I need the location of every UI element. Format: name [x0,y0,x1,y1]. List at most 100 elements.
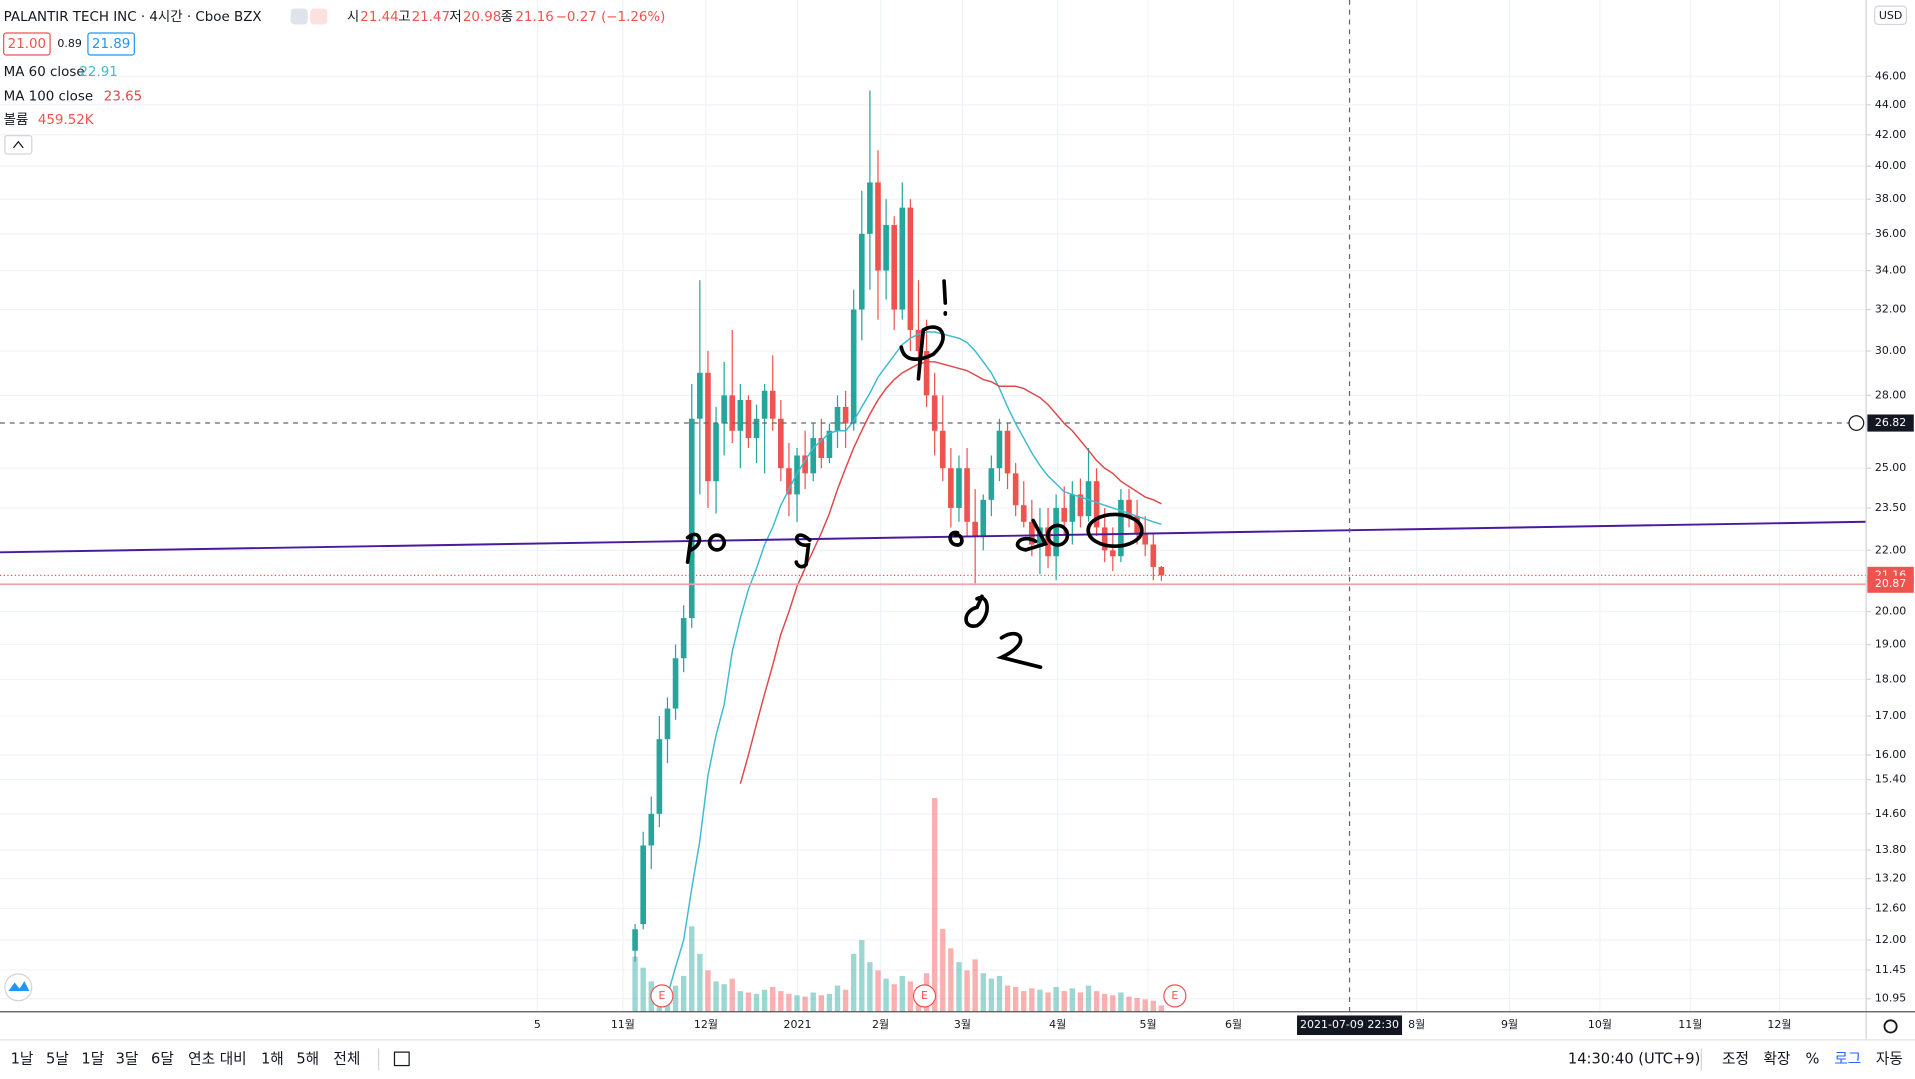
volume-bar [753,993,760,1012]
range-button[interactable]: 전체 [333,1050,360,1067]
volume-bar [1053,986,1059,1012]
volume-bar [826,993,833,1012]
candle-body [656,739,663,814]
ask-box[interactable] [87,32,135,56]
y-tick-label: 44.00 [1875,98,1906,111]
volume-bar [632,956,638,1012]
candle-body [867,182,873,234]
icon[interactable] [290,8,308,25]
option-button[interactable]: 확장 [1764,1050,1791,1067]
range-button[interactable]: 3달 [116,1050,139,1067]
ohlc-value: 21.47 [412,10,450,25]
earnings-marker[interactable] [1163,984,1187,1008]
candle-body [721,395,727,424]
ohlc-label: 저 [449,9,461,25]
x-tick-label: 9월 [1501,1018,1518,1031]
candle-body [769,390,776,419]
option-button[interactable]: % [1805,1050,1819,1067]
scribble [995,631,1043,670]
goto-icon[interactable] [393,1051,410,1067]
range-button[interactable]: 5날 [46,1050,69,1067]
collapse-button[interactable] [4,135,33,155]
x-tick-label: 12월 [1767,1018,1791,1031]
y-tick-label: 25.00 [1875,461,1906,474]
earnings-marker[interactable] [912,984,937,1008]
candle-body [697,372,703,419]
volume-bar [867,962,873,1012]
ohlc-value: 20.98 [463,10,501,25]
bid-box[interactable] [3,32,51,56]
ma-line [666,331,1162,996]
earnings-label: E [921,989,928,1002]
range-button[interactable]: 연초 대비 [188,1050,247,1067]
range-button[interactable]: 6달 [151,1050,174,1067]
crosshair-price-label: 26.82 [1875,416,1906,429]
volume-bar [891,984,897,1012]
crosshair-time: 2021-07-09 22:30 [1300,1018,1399,1031]
toolbar: 1날 5날 1달 3달 6달 연초 대비 1해 5해 전체 14:30:40 (UTC+9) 조정 확… [11,1050,1903,1067]
add-alert[interactable] [1848,415,1865,431]
candle-body [915,329,922,352]
candle-body [745,399,752,439]
y-tick-label: 14.60 [1875,807,1906,820]
y-tick-label: 40.00 [1875,159,1906,172]
settings-icon[interactable] [1883,1019,1898,1034]
volume-bar [786,993,792,1012]
volume-bar [1061,991,1067,1012]
candle-body [834,406,841,431]
volume-bar [931,797,938,1012]
ohlc-value: 21.44 [360,10,398,25]
candle-body [1069,494,1076,522]
volume-bar [851,953,857,1012]
y-tick-label: 30.00 [1875,344,1906,357]
volume-bar [883,978,889,1012]
candle-body [980,499,987,536]
legend-entry: MA 100 close [4,90,93,105]
volume-bar [988,978,995,1012]
range-button[interactable]: 1해 [261,1050,284,1067]
crosshair-price-label-box [1867,414,1914,432]
icon[interactable] [310,8,328,25]
volume-bar [1012,986,1019,1012]
option-button[interactable]: 로그 [1834,1050,1861,1067]
candle-body [1118,499,1124,557]
candle-body [1134,516,1140,534]
range-button[interactable]: 1달 [81,1050,104,1067]
handwriting [685,279,1144,670]
candle-body [939,430,946,469]
range-button[interactable]: 1날 [11,1050,34,1067]
y-tick-label: 36.00 [1875,227,1906,240]
x-axis-labels: 5 11월 12월 2021 2월 3월 4월 5월 6월 8월 9월 10월 11월 12월 2021-0… [534,1015,1791,1036]
currency-box[interactable] [1874,5,1908,26]
range-button[interactable]: 5해 [296,1050,319,1067]
candle-body [1093,481,1100,528]
candle-body [1029,521,1035,545]
option-button[interactable]: 조정 [1722,1050,1749,1067]
candle-body [907,207,914,330]
y-tick-label: 17.00 [1875,709,1906,722]
legend-value: 22.91 [79,65,117,80]
ohlc-label: 고 [398,10,410,25]
candle-body [1126,499,1132,517]
scribble [942,279,948,316]
candle-body [923,351,930,396]
earnings-marker[interactable] [650,984,674,1008]
volume-bar [1142,999,1148,1012]
volume-bar [1029,988,1035,1012]
trend-line[interactable] [0,520,1867,554]
y-tick-label: 15.40 [1875,773,1906,786]
y-tick-label: 46.00 [1875,69,1906,82]
volume-bar [640,967,646,1012]
y-tick-label: 13.20 [1875,872,1906,885]
volume-bar [1150,1000,1156,1012]
candle-body [705,372,711,482]
candle-body [1020,505,1027,522]
volume-bar [907,981,914,1012]
option-button[interactable]: 자동 [1876,1050,1903,1067]
scribble [948,530,964,547]
y-tick-label: 28.00 [1875,388,1906,401]
volume-bar [680,975,687,1012]
ohlc-label: 시 [347,10,359,25]
candle-body [948,468,954,508]
